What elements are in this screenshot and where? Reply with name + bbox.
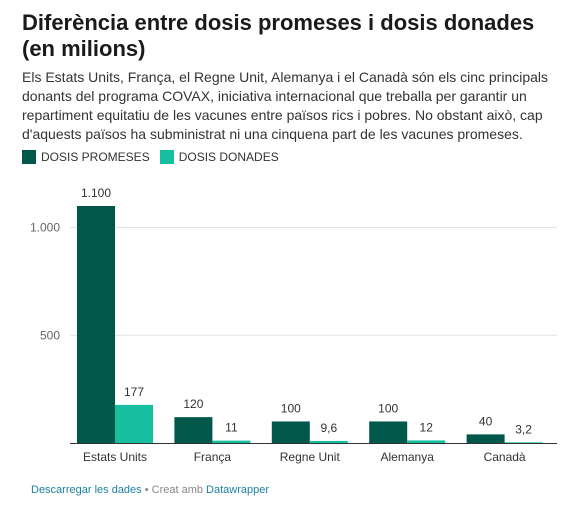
x-tick-label: Estats Units [83, 450, 147, 464]
bar-promised [369, 421, 408, 443]
download-data-link[interactable]: Descarregar les dades [31, 484, 142, 496]
data-label: 100 [378, 401, 398, 415]
chart-description: Els Estats Units, França, el Regne Unit,… [22, 69, 549, 142]
x-tick-label: França [194, 450, 232, 464]
bar-promised [77, 206, 115, 443]
footer: Descarregar les dades • Creat amb Datawr… [31, 484, 269, 496]
data-label: 11 [225, 421, 238, 435]
data-label: 120 [183, 397, 203, 411]
legend-label-promised: DOSIS PROMESES [41, 150, 150, 164]
bar-donated [115, 404, 153, 443]
data-label: 40 [479, 414, 493, 428]
legend-swatch-promised [22, 150, 36, 164]
chart-title: Diferència entre dosis promeses i dosis … [22, 10, 535, 61]
data-label: 3,2 [515, 422, 532, 436]
footer-separator: • Creat amb [141, 484, 207, 496]
x-tick-label: Alemanya [381, 450, 435, 464]
x-tick-label: Canadà [484, 450, 526, 464]
bar-donated [212, 440, 251, 443]
bar-donated [504, 442, 543, 443]
x-tick-label: Regne Unit [280, 450, 341, 464]
y-tick-label: 500 [40, 328, 60, 342]
data-label: 177 [124, 385, 144, 399]
bar-donated [309, 440, 348, 443]
bar-promised [271, 421, 310, 443]
bar-donated [407, 440, 446, 443]
y-tick-label: 1.000 [30, 221, 60, 235]
data-label: 100 [281, 401, 301, 415]
legend-item-promised: DOSIS PROMESES [22, 150, 150, 164]
bar-promised [174, 417, 213, 443]
data-label: 12 [420, 420, 434, 434]
bar-promised [466, 434, 505, 443]
legend-swatch-donated [159, 150, 174, 164]
datawrapper-link[interactable]: Datawrapper [206, 484, 270, 496]
data-label: 1.100 [81, 186, 111, 200]
legend-label-donated: DOSIS DONADES [178, 150, 279, 164]
data-label: 9,6 [320, 421, 337, 435]
legend: DOSIS PROMESES DOSIS DONADES [22, 150, 289, 164]
legend-item-donated: DOSIS DONADES [159, 150, 279, 164]
